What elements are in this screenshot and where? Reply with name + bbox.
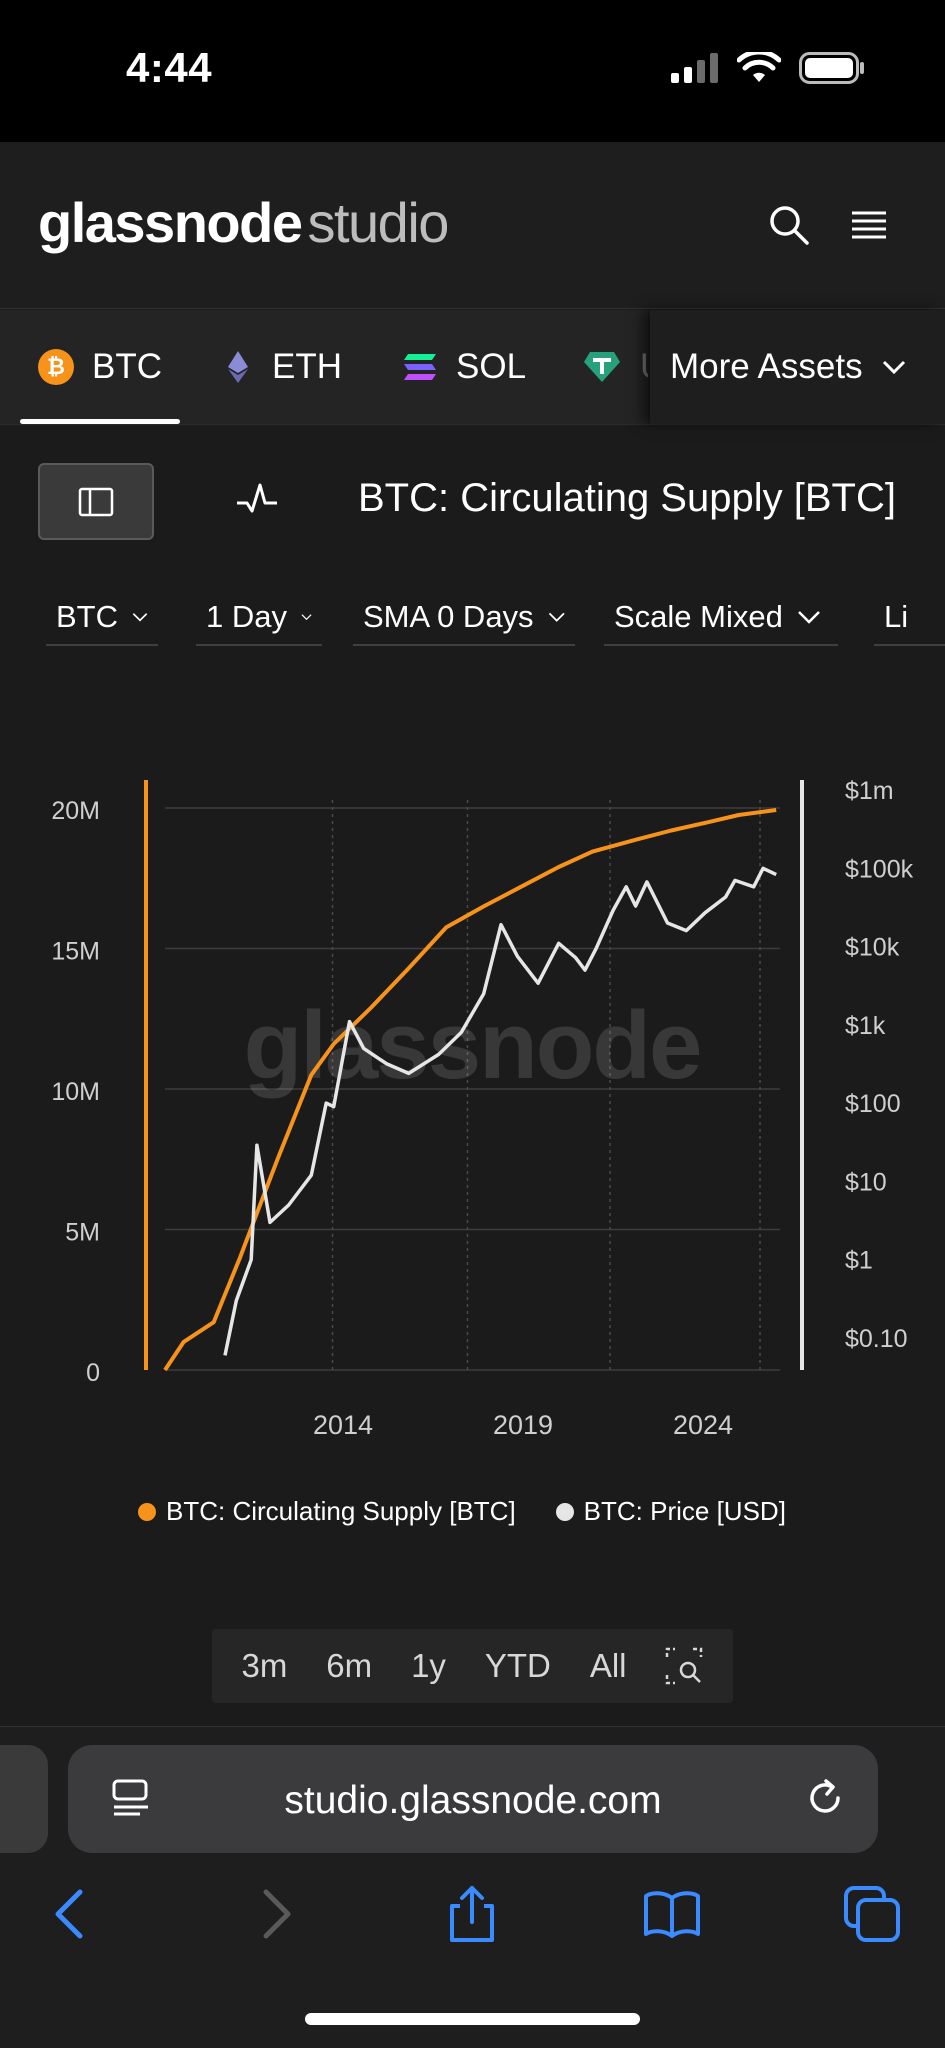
active-tab-indicator bbox=[20, 419, 180, 424]
y-left-tick-label: 15M bbox=[51, 938, 100, 966]
chart-axes bbox=[144, 780, 804, 1370]
y-left-tick-label: 20M bbox=[51, 797, 100, 825]
line-type-select[interactable]: Li bbox=[874, 590, 945, 646]
cellular-signal-icon bbox=[671, 53, 718, 83]
logo-sub: studio bbox=[307, 191, 449, 254]
chart-watermark: glassnode bbox=[244, 992, 701, 1099]
chevron-down-icon bbox=[548, 612, 565, 622]
legend-label: BTC: Circulating Supply [BTC] bbox=[166, 1496, 516, 1526]
filter-label: 1 Day bbox=[206, 599, 287, 634]
y-right-tick-label: $0.10 bbox=[845, 1325, 908, 1353]
status-time: 4:44 bbox=[126, 44, 213, 91]
range-3m-button[interactable]: 3m bbox=[241, 1647, 288, 1684]
scale-select[interactable]: Scale Mixed bbox=[604, 590, 838, 646]
x-tick-label: 2024 bbox=[673, 1410, 733, 1440]
sidebar-icon bbox=[78, 487, 114, 516]
y-right-tick-label: $10k bbox=[845, 934, 900, 962]
chart-legend: BTC: Circulating Supply [BTC] BTC: Price… bbox=[138, 1496, 786, 1527]
tether-icon bbox=[584, 352, 620, 382]
range-6m-button[interactable]: 6m bbox=[326, 1647, 373, 1684]
chevron-down-icon bbox=[301, 614, 312, 621]
y-left-tick-label: 10M bbox=[51, 1078, 100, 1106]
resolution-select[interactable]: 1 Day bbox=[196, 590, 322, 646]
chart-series bbox=[163, 808, 777, 1372]
legend-dot bbox=[555, 1502, 574, 1521]
search-icon[interactable] bbox=[766, 202, 812, 248]
chevron-down-icon bbox=[797, 611, 820, 624]
battery-icon bbox=[799, 52, 864, 84]
status-bar: 4:44 bbox=[0, 0, 945, 142]
previous-tab-preview[interactable] bbox=[0, 1745, 48, 1853]
url-text: studio.glassnode.com bbox=[284, 1779, 662, 1822]
chart-ticks: 0 5M 10M 15M 20M 2014 2019 2024 $0.10 $1 $10 $100 $1… bbox=[51, 777, 913, 1440]
y-right-tick-label: $1m bbox=[845, 777, 894, 805]
tab-label: U bbox=[640, 347, 648, 387]
page-menu-icon[interactable] bbox=[110, 1777, 152, 1821]
legend-label: BTC: Price [USD] bbox=[583, 1496, 786, 1526]
asset-tabs-scroll: ₿ BTC ETH SOL U bbox=[0, 310, 648, 424]
more-assets-label: More Assets bbox=[670, 347, 863, 386]
y-left-tick-label: 0 bbox=[86, 1359, 100, 1387]
back-icon[interactable] bbox=[42, 1884, 102, 1944]
x-tick-label: 2019 bbox=[493, 1410, 553, 1440]
ethereum-icon bbox=[228, 351, 248, 383]
chart-filters: BTC 1 Day SMA 0 Days Scale Mixed Li bbox=[0, 590, 945, 650]
tabs-icon[interactable] bbox=[842, 1884, 902, 1944]
supply-line bbox=[163, 808, 777, 1372]
y-left-tick-label: 5M bbox=[65, 1219, 100, 1247]
tab-label: ETH bbox=[272, 347, 342, 386]
legend-dot bbox=[138, 1502, 156, 1521]
price-line bbox=[223, 866, 777, 1356]
tab-label: SOL bbox=[456, 347, 527, 386]
logo-main: glassnode bbox=[38, 191, 303, 254]
chart[interactable]: glassnode 0 5M 10M 15M 20M 2014 2019 2024 $0.10 $… bbox=[0, 760, 945, 1460]
range-1y-button[interactable]: 1y bbox=[411, 1647, 446, 1684]
sidebar-toggle-button[interactable] bbox=[38, 463, 154, 540]
legend-item-price[interactable]: BTC: Price [USD] bbox=[555, 1496, 786, 1527]
chevron-down-icon bbox=[882, 360, 905, 375]
asset-select[interactable]: BTC bbox=[46, 590, 158, 646]
filter-label: Scale Mixed bbox=[614, 599, 783, 634]
tab-eth[interactable]: ETH bbox=[222, 310, 342, 424]
x-tick-label: 2014 bbox=[313, 1410, 373, 1440]
tab-sol[interactable]: SOL bbox=[402, 310, 526, 424]
metric-title: BTC: Circulating Supply [BTC] bbox=[358, 476, 896, 520]
filter-label: Li bbox=[884, 599, 909, 634]
chevron-down-icon bbox=[132, 613, 148, 622]
tab-usdt[interactable]: U bbox=[582, 310, 648, 424]
zoom-select-icon[interactable] bbox=[665, 1647, 703, 1685]
more-assets-dropdown[interactable]: More Assets bbox=[650, 310, 945, 424]
bitcoin-icon: ₿ bbox=[38, 349, 74, 385]
wifi-icon bbox=[737, 52, 781, 82]
filter-label: BTC bbox=[56, 599, 118, 634]
y-right-tick-label: $1k bbox=[845, 1012, 886, 1040]
pulse-icon[interactable] bbox=[233, 475, 283, 525]
bookmarks-icon[interactable] bbox=[642, 1884, 702, 1944]
y-right-tick-label: $10 bbox=[845, 1168, 887, 1196]
reload-icon[interactable] bbox=[802, 1775, 848, 1821]
hamburger-menu-icon[interactable] bbox=[846, 202, 892, 248]
tab-label: BTC bbox=[92, 347, 162, 386]
range-all-button[interactable]: All bbox=[589, 1647, 627, 1684]
y-right-tick-label: $100 bbox=[845, 1090, 901, 1118]
solana-icon bbox=[404, 354, 436, 380]
glassnode-logo[interactable]: glassnode studio bbox=[38, 190, 449, 255]
forward-icon[interactable] bbox=[244, 1884, 304, 1944]
tab-btc[interactable]: ₿ BTC bbox=[38, 310, 162, 424]
chart-grid bbox=[165, 800, 780, 1371]
y-right-tick-label: $100k bbox=[845, 855, 914, 883]
filter-label: SMA 0 Days bbox=[363, 599, 534, 634]
sma-select[interactable]: SMA 0 Days bbox=[353, 590, 575, 646]
asset-tabs: ₿ BTC ETH SOL U bbox=[0, 310, 945, 425]
address-bar[interactable]: studio.glassnode.com bbox=[68, 1745, 878, 1853]
range-ytd-button[interactable]: YTD bbox=[484, 1647, 551, 1684]
app-header: glassnode studio bbox=[0, 142, 945, 309]
status-icons bbox=[671, 52, 865, 84]
share-icon[interactable] bbox=[442, 1884, 502, 1944]
home-indicator bbox=[305, 2013, 640, 2025]
time-range-selector: 3m 6m 1y YTD All bbox=[212, 1629, 733, 1703]
legend-item-supply[interactable]: BTC: Circulating Supply [BTC] bbox=[138, 1496, 516, 1527]
y-right-tick-label: $1 bbox=[845, 1247, 873, 1275]
